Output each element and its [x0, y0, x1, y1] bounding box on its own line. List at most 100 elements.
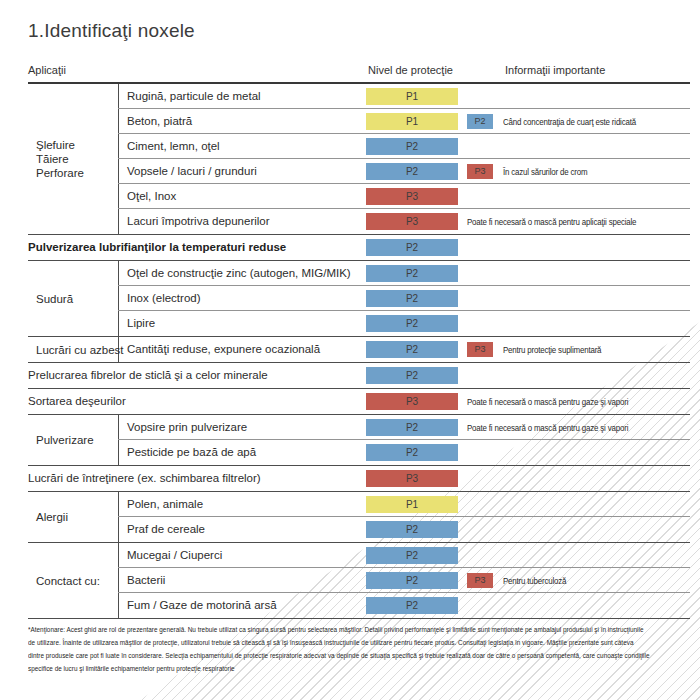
protection-level-bar: P2: [366, 521, 458, 538]
table-row: Prelucrarea fibrelor de sticlă şi a celo…: [28, 363, 690, 388]
protection-level-bar: P2: [366, 572, 458, 589]
application-label: Oţel de construcţie zinc (autogen, MIG/M…: [127, 261, 351, 286]
application-label: Vopsire prin pulverizare: [127, 415, 247, 440]
application-label: Rugină, particule de metal: [127, 84, 261, 109]
protection-level-bar: P3: [366, 470, 458, 487]
page-title: 1.Identificaţi noxele: [28, 20, 195, 42]
important-info-note-text: Poate fi necesară o mască pentru gaze şi…: [467, 397, 628, 407]
footnote-line: specifice de lucru şi limitările echipam…: [28, 662, 558, 675]
protection-level-badge: P3: [467, 164, 493, 179]
application-label: Fum / Gaze de motorină arsă: [127, 593, 277, 618]
table-row: Bacterii P2 P3 Pentru tuberculoză: [28, 568, 690, 593]
table-row: Rugină, particule de metal P1: [28, 84, 690, 109]
protection-level-bar: P2: [366, 547, 458, 564]
important-info-note: În cazul sărurilor de crom: [503, 159, 599, 184]
application-row-block: Sortarea deşeurilor P3 Poate fi necesară o…: [28, 389, 690, 415]
table-row: Lucrări de întreţinere (ex. schimbarea f…: [28, 466, 690, 491]
application-label: Cantităţi reduse, expunere ocazională: [127, 337, 320, 362]
table-row: Oţel, Inox P3: [28, 184, 690, 209]
table-row: Sortarea deşeurilor P3 Poate fi necesară o…: [28, 389, 690, 414]
protection-level-bar: P2: [366, 265, 458, 282]
application-label: Lacuri împotriva depunerilor: [127, 209, 270, 234]
hazard-table: Şlefuire Tăiere PerforareRugină, particu…: [28, 82, 690, 619]
important-info-note: Pentru tuberculoză: [503, 568, 575, 593]
application-label: Lucrări de întreţinere (ex. schimbarea f…: [28, 466, 261, 491]
protection-level-bar: P2: [366, 341, 458, 358]
application-group: PulverizareVopsire prin pulverizareP2Poa…: [28, 415, 690, 466]
protection-level-bar: P2: [366, 239, 458, 256]
table-row: Praf de cereale P2: [28, 517, 690, 542]
important-info-note-text: Când concentraţia de cuarţ este ridicată: [503, 117, 636, 127]
important-info-note: Pentru protecţie suplimentară: [503, 337, 615, 362]
application-group: AlergiiPolen, animaleP1Praf de cerealeP2: [28, 492, 690, 543]
guide-page: 1.Identificaţi noxele Aplicaţii Nivel de…: [0, 0, 700, 700]
column-header-protection-level: Nivel de protecţie: [368, 64, 453, 76]
footnote-line: *Atenţionare: Acest ghid are rol de prez…: [28, 623, 558, 636]
protection-level-bar: P2: [366, 290, 458, 307]
table-row: Vopsire prin pulverizare P2 Poate fi neces…: [28, 415, 690, 440]
protection-level-bar: P2: [366, 419, 458, 436]
important-info-note: Poate fi necesară o mască pentru gaze şi…: [467, 415, 650, 440]
table-row: Pulverizarea lubrifianţilor la temperatu…: [28, 235, 690, 260]
application-group: Şlefuire Tăiere PerforareRugină, particu…: [28, 84, 690, 235]
application-label: Vopsele / lacuri / grunduri: [127, 159, 257, 184]
protection-level-bar: P2: [366, 163, 458, 180]
table-row: Inox (electrod) P2: [28, 286, 690, 311]
protection-level-bar: P3: [366, 188, 458, 205]
application-label: Prelucrarea fibrelor de sticlă şi a celo…: [28, 363, 268, 388]
protection-level-bar: P2: [366, 367, 458, 384]
application-label: Beton, piatră: [127, 109, 192, 134]
table-row: Vopsele / lacuri / grunduri P2 P3 În cazul …: [28, 159, 690, 184]
important-info-note-text: Pentru tuberculoză: [503, 576, 566, 586]
protection-level-bar: P2: [366, 138, 458, 155]
protection-level-bar: P2: [366, 444, 458, 461]
table-row: Mucegai / Ciuperci P2: [28, 543, 690, 568]
protection-level-badge: P3: [467, 342, 493, 357]
protection-level-bar: P1: [366, 88, 458, 105]
footnote-line: dintre produsele care pot fi luate în co…: [28, 649, 558, 662]
table-row: Oţel de construcţie zinc (autogen, MIG/M…: [28, 261, 690, 286]
column-header-important-info: Informaţii importante: [505, 64, 605, 76]
application-row-block: Prelucrarea fibrelor de sticlă şi a celo…: [28, 363, 690, 389]
application-label: Inox (electrod): [127, 286, 201, 311]
application-label: Praf de cereale: [127, 517, 205, 542]
protection-level-badge: P2: [467, 114, 493, 129]
protection-level-bar: P2: [366, 315, 458, 332]
column-header-applications: Aplicaţii: [28, 64, 66, 76]
protection-level-bar: P1: [366, 113, 458, 130]
table-row: Polen, animale P1: [28, 492, 690, 517]
application-label: Oţel, Inox: [127, 184, 176, 209]
application-label: Pulverizarea lubrifianţilor la temperatu…: [28, 235, 286, 260]
table-row: Lipire P2: [28, 311, 690, 336]
application-label: Lipire: [127, 311, 155, 336]
application-row-block: Lucrări de întreţinere (ex. schimbarea f…: [28, 466, 690, 492]
table-row: Cantităţi reduse, expunere ocazională P2 P…: [28, 337, 690, 362]
application-label: Mucegai / Ciuperci: [127, 543, 222, 568]
protection-level-bar: P3: [366, 213, 458, 230]
table-row: Beton, piatră P1 P2 Când concentraţia de cu…: [28, 109, 690, 134]
application-row-block: Pulverizarea lubrifianţilor la temperatu…: [28, 235, 690, 261]
important-info-note-text: Poate fi necesară o mască pentru gaze şi…: [467, 423, 628, 433]
application-label: Sortarea deşeurilor: [28, 389, 126, 414]
table-row: Lacuri împotriva depunerilor P3 Poate fi n…: [28, 209, 690, 234]
important-info-note-text: Poate fi necesară o mască pentru aplicaţ…: [467, 217, 636, 227]
application-label: Ciment, lemn, oţel: [127, 134, 220, 159]
protection-level-bar: P3: [366, 393, 458, 410]
important-info-note-text: Pentru protecţie suplimentară: [503, 345, 601, 355]
important-info-note: Poate fi necesară o mască pentru aplicaţ…: [467, 209, 659, 234]
application-group: SudurăOţel de construcţie zinc (autogen,…: [28, 261, 690, 337]
table-row: Ciment, lemn, oţel P2: [28, 134, 690, 159]
application-group: Conctact cu:Mucegai / CiuperciP2Bacterii…: [28, 543, 690, 619]
footnote: *Atenţionare: Acest ghid are rol de prez…: [28, 623, 690, 675]
important-info-note: Poate fi necesară o mască pentru gaze şi…: [467, 389, 650, 414]
important-info-note-text: În cazul sărurilor de crom: [503, 167, 587, 177]
application-label: Polen, animale: [127, 492, 203, 517]
application-group: Lucrări cu azbestCantităţi reduse, expun…: [28, 337, 690, 363]
application-label: Pesticide pe bază de apă: [127, 440, 256, 465]
protection-level-bar: P1: [366, 496, 458, 513]
application-label: Bacterii: [127, 568, 165, 593]
important-info-note: Când concentraţia de cuarţ este ridicată: [503, 109, 654, 134]
protection-level-bar: P2: [366, 597, 458, 614]
protection-level-badge: P3: [467, 573, 493, 588]
table-row: Fum / Gaze de motorină arsă P2: [28, 593, 690, 618]
